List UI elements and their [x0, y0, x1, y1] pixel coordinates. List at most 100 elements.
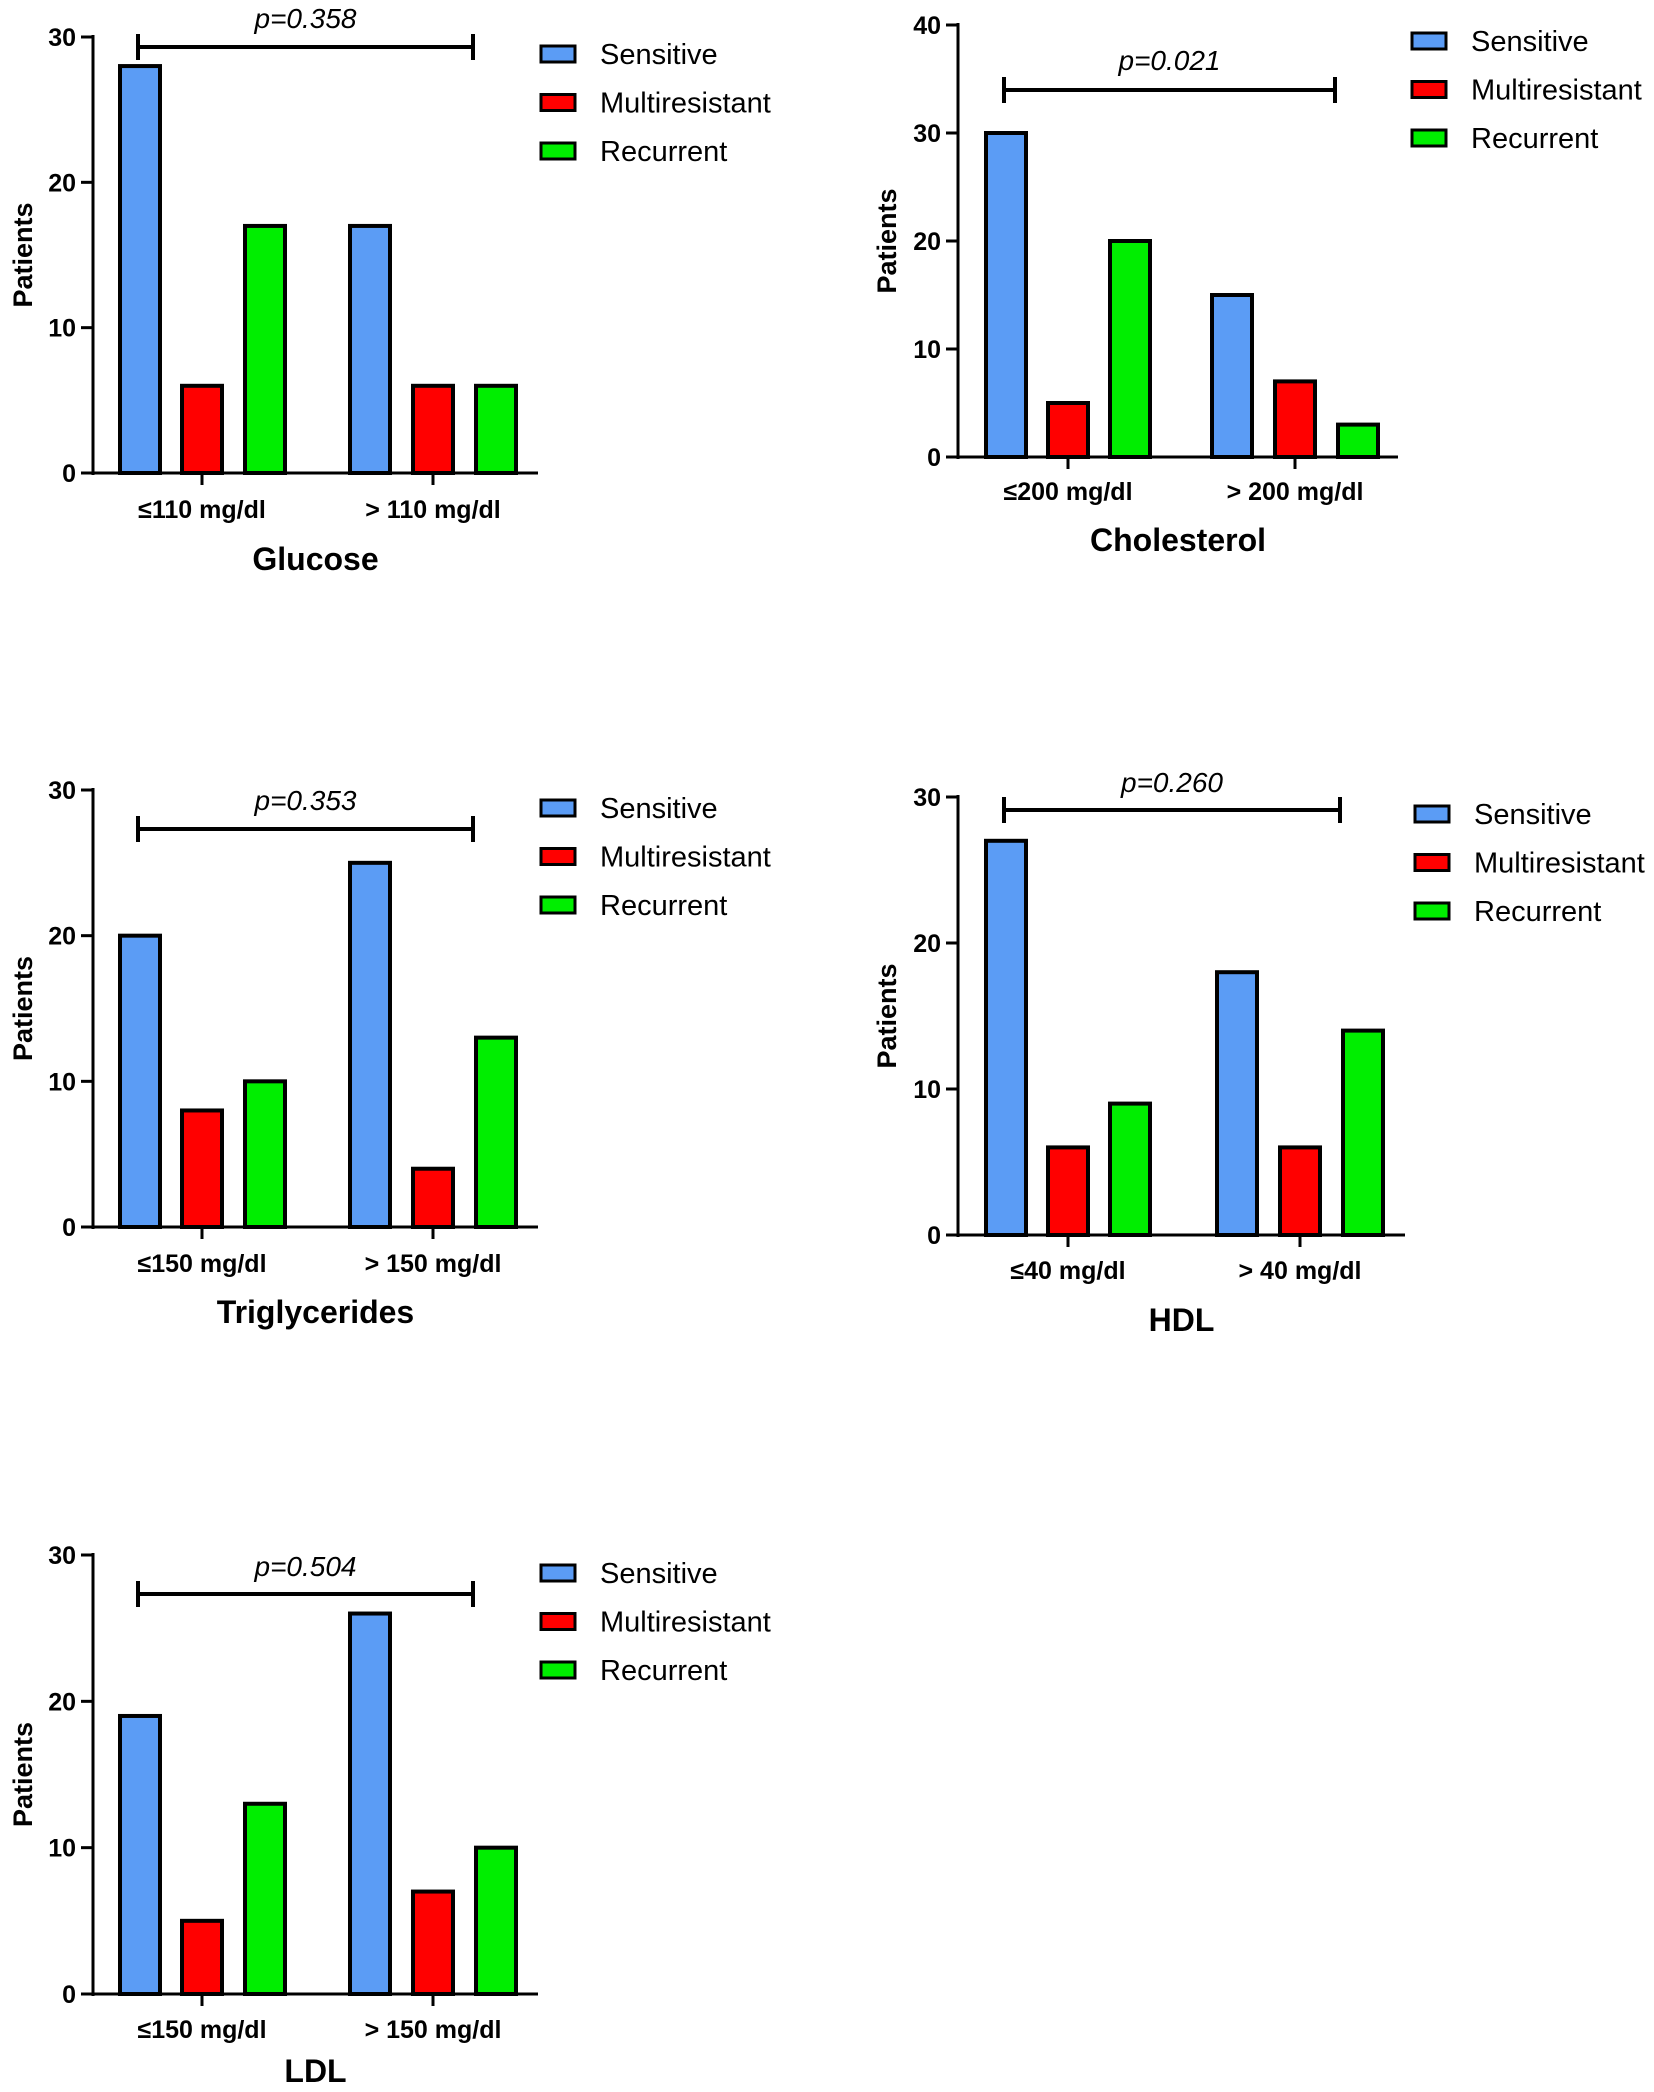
- x-axis-title: Triglycerides: [217, 1294, 414, 1330]
- bar: [1273, 379, 1317, 459]
- legend-label: Recurrent: [600, 1655, 727, 1687]
- y-axis-label: Patients: [8, 202, 38, 307]
- legend: Sensitive Multiresistant Recurrent: [539, 1558, 771, 1687]
- legend-label: Sensitive: [600, 39, 718, 71]
- bar: [1046, 1145, 1090, 1238]
- p-value-label: p=0.021: [1118, 45, 1221, 76]
- y-tick-label: 0: [62, 1214, 76, 1242]
- y-tick-label: 30: [48, 777, 76, 805]
- y-axis-label: Patients: [8, 1722, 38, 1827]
- bar: [1215, 970, 1259, 1237]
- y-tick-label: 30: [913, 120, 941, 148]
- y-tick-label: 10: [913, 1076, 941, 1104]
- legend-swatch: [1413, 853, 1451, 872]
- legend-label: Multiresistant: [600, 1607, 771, 1639]
- bar: [411, 1889, 455, 1996]
- x-axis-title: HDL: [1149, 1302, 1215, 1338]
- legend-swatch: [539, 141, 577, 161]
- legend-label: Recurrent: [1474, 896, 1601, 928]
- y-tick-label: 0: [927, 1222, 941, 1250]
- legend-swatch: [539, 1660, 577, 1680]
- legend-label: Sensitive: [1474, 799, 1592, 831]
- bar: [1046, 401, 1090, 459]
- y-tick-label: 10: [913, 336, 941, 364]
- bar: [411, 383, 455, 475]
- legend-label: Multiresistant: [600, 88, 771, 120]
- legend-swatch: [539, 1563, 577, 1583]
- bar: [984, 131, 1028, 459]
- legend-label: Multiresistant: [1471, 75, 1642, 107]
- y-tick-label: 20: [913, 228, 941, 256]
- legend-swatch: [1413, 804, 1451, 824]
- y-tick-label: 0: [927, 444, 941, 472]
- p-value-label: p=0.358: [254, 3, 357, 34]
- bar: [243, 223, 287, 475]
- bar: [118, 64, 162, 475]
- legend-swatch: [539, 44, 577, 64]
- bar: [348, 1611, 392, 1996]
- legend-label: Sensitive: [600, 1558, 718, 1590]
- bar: [118, 1713, 162, 1996]
- legend-swatch: [1410, 128, 1448, 148]
- y-tick-label: 30: [48, 24, 76, 52]
- x-tick-label: > 150 mg/dl: [365, 2016, 502, 2044]
- p-value-label: p=0.504: [254, 1551, 357, 1582]
- chart-panel: 0 10 20 30 40 ≤200 mg/dl > 200 mg/dl Patients Ch…: [872, 12, 1642, 558]
- bar: [243, 1801, 287, 1997]
- y-tick-label: 0: [62, 460, 76, 488]
- legend-label: Recurrent: [1471, 123, 1598, 155]
- bar: [348, 223, 392, 475]
- x-axis-title: LDL: [284, 2053, 346, 2089]
- y-axis-label: Patients: [872, 963, 902, 1068]
- legend-swatch: [539, 847, 577, 866]
- chart-panel: 0 10 20 30 ≤110 mg/dl > 110 mg/dl Patients Gluc…: [8, 3, 771, 577]
- bar: [118, 933, 162, 1230]
- bar: [1278, 1145, 1322, 1238]
- bar: [474, 1845, 518, 1996]
- x-tick-label: ≤40 mg/dl: [1010, 1257, 1125, 1285]
- y-tick-label: 10: [48, 1068, 76, 1096]
- y-tick-label: 20: [48, 169, 76, 197]
- legend-swatch: [1410, 31, 1448, 51]
- chart-panel: 0 10 20 30 ≤40 mg/dl > 40 mg/dl Patients HDL p=0…: [872, 767, 1645, 1338]
- legend-swatch: [539, 895, 577, 915]
- p-value-label: p=0.260: [1120, 767, 1223, 798]
- bar: [1108, 1101, 1152, 1237]
- y-tick-label: 0: [62, 1981, 76, 2009]
- bar: [1336, 422, 1380, 460]
- bar: [180, 1918, 224, 1997]
- y-tick-label: 10: [48, 315, 76, 343]
- legend-swatch: [539, 798, 577, 818]
- y-tick-label: 20: [48, 1688, 76, 1716]
- bar: [984, 838, 1028, 1237]
- bar: [180, 1108, 224, 1230]
- legend-swatch: [1410, 80, 1448, 99]
- legend-swatch: [1413, 901, 1451, 921]
- legend-label: Recurrent: [600, 136, 727, 168]
- bar: [474, 1035, 518, 1229]
- bar: [474, 383, 518, 475]
- bar: [1210, 293, 1254, 459]
- legend-label: Sensitive: [1471, 26, 1589, 58]
- legend: Sensitive Multiresistant Recurrent: [539, 39, 771, 168]
- y-tick-label: 20: [913, 930, 941, 958]
- legend-label: Recurrent: [600, 890, 727, 922]
- y-tick-label: 40: [913, 12, 941, 40]
- y-tick-label: 10: [48, 1835, 76, 1863]
- x-axis-title: Cholesterol: [1090, 522, 1266, 558]
- x-tick-label: ≤150 mg/dl: [137, 1250, 266, 1278]
- legend-label: Multiresistant: [1474, 848, 1645, 880]
- x-tick-label: > 200 mg/dl: [1227, 478, 1364, 506]
- x-tick-label: > 110 mg/dl: [365, 496, 501, 524]
- legend: Sensitive Multiresistant Recurrent: [1410, 26, 1642, 155]
- x-tick-label: > 40 mg/dl: [1239, 1257, 1362, 1285]
- legend: Sensitive Multiresistant Recurrent: [539, 793, 771, 922]
- y-tick-label: 30: [913, 784, 941, 812]
- bar: [243, 1079, 287, 1230]
- x-axis-title: Glucose: [252, 541, 378, 577]
- legend-swatch: [539, 1612, 577, 1631]
- bar: [411, 1166, 455, 1229]
- y-axis-label: Patients: [8, 956, 38, 1061]
- legend-label: Multiresistant: [600, 842, 771, 874]
